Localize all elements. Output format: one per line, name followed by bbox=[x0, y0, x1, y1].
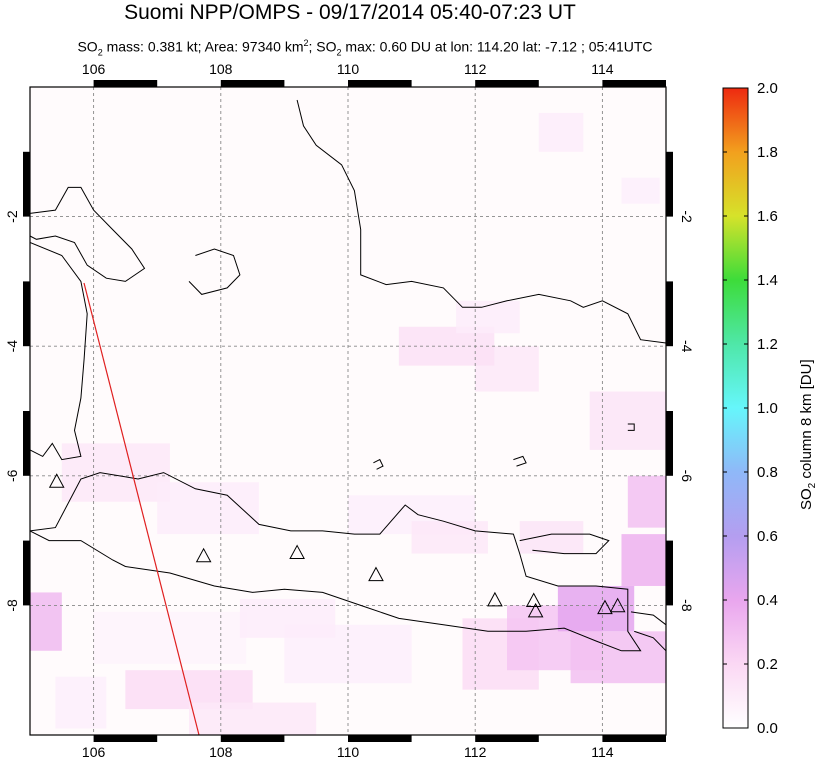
lat-tick-label-right: -6 bbox=[679, 470, 695, 483]
coastline-segment bbox=[296, 99, 666, 344]
frame-bar-top bbox=[348, 80, 412, 87]
frame-bar-left bbox=[23, 281, 30, 347]
so2-cell bbox=[30, 592, 62, 651]
lon-tick-label-bottom: 112 bbox=[464, 744, 487, 759]
so2-cell bbox=[239, 598, 336, 638]
coastline-segment bbox=[373, 458, 384, 470]
volcano-marker bbox=[609, 597, 626, 613]
so2-cell bbox=[589, 391, 666, 450]
so2-cell bbox=[61, 443, 170, 502]
frame-bar-right bbox=[666, 151, 673, 217]
map-subtitle: SO2 mass: 0.381 kt; Area: 97340 km2; SO2… bbox=[77, 38, 653, 58]
lon-tick-label-top: 106 bbox=[82, 61, 106, 77]
colorbar-tick-label: 1.0 bbox=[757, 400, 778, 417]
coastline-segment bbox=[30, 530, 622, 652]
colorbar-tick-label: 1.8 bbox=[757, 144, 778, 161]
volcano-marker bbox=[597, 599, 613, 615]
frame-bar-bottom bbox=[602, 735, 666, 742]
coastline-segment bbox=[519, 533, 610, 555]
lon-tick-label-bottom: 110 bbox=[337, 744, 360, 759]
frame-bar-top bbox=[93, 80, 158, 87]
coastline-segment bbox=[30, 242, 88, 461]
lat-tick-label-left: -2 bbox=[4, 210, 20, 223]
volcano-marker bbox=[48, 473, 65, 488]
so2-cell bbox=[411, 521, 488, 554]
so2-cell bbox=[627, 475, 666, 528]
lon-tick-label-top: 110 bbox=[337, 61, 360, 77]
colorbar-label: SO2 column 8 km [DU] bbox=[798, 359, 818, 510]
lat-tick-label-left: -8 bbox=[4, 599, 20, 612]
frame-bar-top bbox=[475, 80, 539, 87]
lon-tick-label-top: 108 bbox=[209, 61, 233, 77]
colorbar-ticks: 2.0 1.8 1.6 1.4 1.2 1.0 0.8 0.6 0.4 0.2 0.0 bbox=[723, 80, 778, 737]
colorbar-tick-label: 0.2 bbox=[757, 656, 778, 673]
frame-bar-bottom bbox=[475, 735, 539, 742]
volcano-marker bbox=[195, 547, 212, 563]
lon-tick-label-bottom: 108 bbox=[209, 744, 233, 759]
frame-ticks bbox=[23, 80, 673, 742]
satellite-track-line bbox=[83, 282, 200, 736]
volcano-marker bbox=[368, 566, 384, 582]
colorbar-tick-label: 0.8 bbox=[757, 464, 778, 481]
so2-cell bbox=[570, 631, 666, 684]
colorbar-tick-label: 0.4 bbox=[757, 592, 778, 609]
lat-tick-label-left: -6 bbox=[4, 469, 20, 482]
so2-cell bbox=[55, 676, 107, 729]
lon-tick-label-bottom: 114 bbox=[591, 744, 614, 759]
frame-bar-top bbox=[602, 80, 666, 87]
lat-tick-label-right: -8 bbox=[679, 599, 695, 612]
so2-cell bbox=[157, 482, 259, 535]
colorbar-tick-label: 2.0 bbox=[757, 80, 778, 97]
coastline-segment bbox=[627, 423, 635, 431]
frame-bar-top bbox=[220, 80, 285, 87]
volcano-marker bbox=[487, 591, 503, 607]
coastline-segment bbox=[630, 611, 666, 652]
frame-bar-right bbox=[666, 540, 673, 606]
so2-cell bbox=[621, 177, 660, 204]
so2-cell bbox=[621, 534, 666, 586]
volcano-marker bbox=[289, 544, 305, 560]
coastlines bbox=[30, 99, 666, 652]
lat-tick-label-left: -4 bbox=[4, 340, 20, 353]
lat-tick-label-right: -4 bbox=[679, 340, 695, 353]
colorbar-tick-label: 1.6 bbox=[757, 208, 778, 225]
frame-bar-bottom bbox=[348, 735, 412, 742]
frame-bar-bottom bbox=[220, 735, 285, 742]
frame-bar-left bbox=[23, 411, 30, 476]
graticule bbox=[30, 87, 666, 735]
colorbar-tick-label: 0.0 bbox=[757, 720, 778, 737]
frame-bar-bottom bbox=[93, 735, 158, 742]
so2-cell bbox=[189, 702, 317, 735]
coastline-segment bbox=[188, 248, 241, 295]
frame-bar-right bbox=[666, 411, 673, 476]
frame-bar-left bbox=[23, 540, 30, 606]
coastline-segment bbox=[513, 455, 527, 467]
colorbar-tick-label: 1.2 bbox=[757, 336, 778, 353]
frame-bar-left bbox=[23, 151, 30, 217]
frame-bar-right bbox=[666, 281, 673, 347]
volcano-markers bbox=[48, 473, 626, 618]
so2-cell bbox=[456, 300, 520, 334]
colorbar bbox=[722, 87, 749, 729]
coastline-segment bbox=[30, 186, 146, 282]
colorbar-tick-label: 1.4 bbox=[757, 272, 778, 289]
lon-tick-label-top: 114 bbox=[591, 61, 614, 77]
map-title: Suomi NPP/OMPS - 09/17/2014 05:40-07:23 … bbox=[124, 1, 576, 24]
coastline-segment bbox=[30, 472, 642, 652]
volcano-marker bbox=[527, 602, 544, 618]
lon-tick-label-bottom: 106 bbox=[82, 744, 106, 759]
so2-cell bbox=[519, 521, 584, 554]
so2-cell bbox=[557, 585, 635, 632]
lat-tick-label-right: -2 bbox=[679, 210, 695, 223]
axis-labels: 106 106 108 108 110 110 112 112 114 114 -2 -2 -4 -4 -6… bbox=[4, 61, 695, 759]
so2-cell bbox=[538, 112, 584, 152]
lon-tick-label-top: 112 bbox=[464, 61, 487, 77]
colorbar-tick-label: 0.6 bbox=[757, 528, 778, 545]
